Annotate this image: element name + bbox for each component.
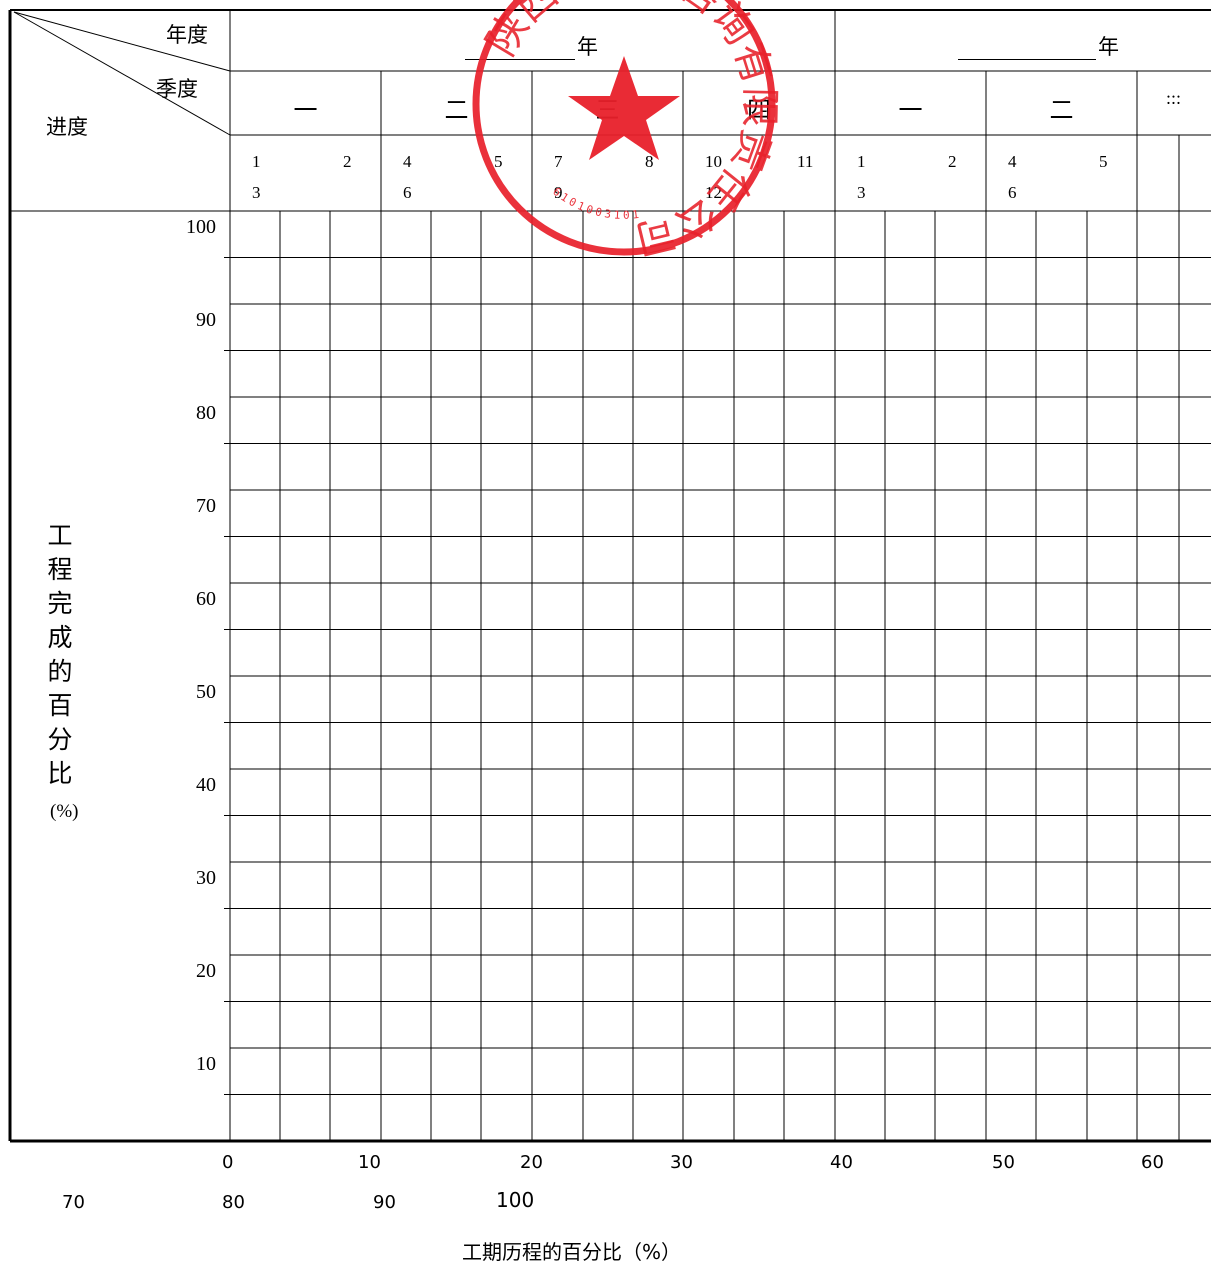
year-label-1: 年 [577, 35, 598, 59]
quarter-label: 一 [898, 96, 923, 124]
month-label: 1 [857, 152, 866, 171]
month-label: 5 [1099, 152, 1108, 171]
quarter-label: 四 [747, 96, 771, 124]
quarter-label: 二 [444, 96, 469, 124]
x-axis-title: 工期历程的百分比（%） [462, 1240, 682, 1264]
y-tick-label: 90 [196, 308, 216, 331]
corner-quarter-label: 季度 [156, 77, 198, 101]
month-label: 1 [252, 152, 261, 171]
month-label: 10 [705, 152, 722, 171]
y-tick-label: 70 [196, 494, 216, 517]
year-blank-line-1 [465, 59, 575, 60]
month-label: 12 [705, 183, 722, 202]
y-title-char: 百 [47, 691, 73, 720]
quarter-label: 二 [1049, 96, 1074, 124]
y-tick-label: 40 [196, 773, 216, 796]
month-label: 3 [252, 183, 261, 202]
month-label: 4 [403, 152, 412, 171]
month-label: 6 [1008, 183, 1017, 202]
y-tick-label: 10 [196, 1052, 216, 1075]
y-tick-label: 80 [196, 401, 216, 424]
y-title-char: 的 [47, 657, 73, 686]
month-label: 6 [403, 183, 412, 202]
month-label: 11 [797, 152, 814, 171]
company-seal-stamp: 陕西建工程咨询有限责任公司 6101003101 [472, 0, 782, 262]
y-title-char: 分 [47, 725, 73, 754]
x-tick-label: 0 [222, 1152, 234, 1173]
month-label: 2 [343, 152, 352, 171]
quarter-label: ::: [1166, 88, 1182, 108]
corner-diagonal [13, 11, 231, 136]
y-title-char: 比 [47, 759, 73, 788]
month-label: 9 [554, 183, 563, 202]
x-tick-label: 80 [222, 1192, 245, 1213]
year-blank-line-2 [958, 59, 1096, 60]
x-tick-label: 60 [1141, 1152, 1164, 1173]
y-title-char: 工 [47, 521, 73, 550]
x-tick-label: 10 [358, 1152, 381, 1173]
x-tick-label: 40 [830, 1152, 853, 1173]
x-tick-label: 100 [496, 1188, 535, 1212]
svg-text:6101003101: 6101003101 [550, 185, 642, 222]
month-label: 8 [645, 152, 654, 171]
x-tick-label: 50 [992, 1152, 1015, 1173]
y-title-char: 成 [47, 623, 73, 652]
quarter-label: 一 [293, 96, 318, 124]
y-title-char: 程 [47, 555, 73, 584]
y-axis-title: 工 程 完 成 的 百 分 比 [40, 519, 80, 791]
year-label-2: 年 [1098, 35, 1119, 59]
seal-star-icon [568, 56, 680, 160]
y-tick-label: 60 [196, 587, 216, 610]
y-axis-unit: (%) [50, 801, 79, 822]
y-tick-label: 50 [196, 680, 216, 703]
corner-year-label: 年度 [166, 23, 208, 47]
y-tick-label: 100 [186, 215, 216, 238]
month-label: 3 [857, 183, 866, 202]
y-tick-label: 30 [196, 866, 216, 889]
month-label: 4 [1008, 152, 1017, 171]
month-label: 2 [948, 152, 957, 171]
corner-diagonal [13, 11, 231, 72]
month-label: 7 [554, 152, 563, 171]
x-tick-label: 90 [373, 1192, 396, 1213]
x-tick-label: 20 [520, 1152, 543, 1173]
y-tick-label: 20 [196, 959, 216, 982]
x-tick-label: 30 [670, 1152, 693, 1173]
x-tick-label: 70 [62, 1192, 85, 1213]
corner-progress-label: 进度 [46, 115, 88, 139]
seal-serial: 6101003101 [550, 185, 639, 222]
y-title-char: 完 [47, 589, 73, 618]
month-label: 5 [494, 152, 503, 171]
